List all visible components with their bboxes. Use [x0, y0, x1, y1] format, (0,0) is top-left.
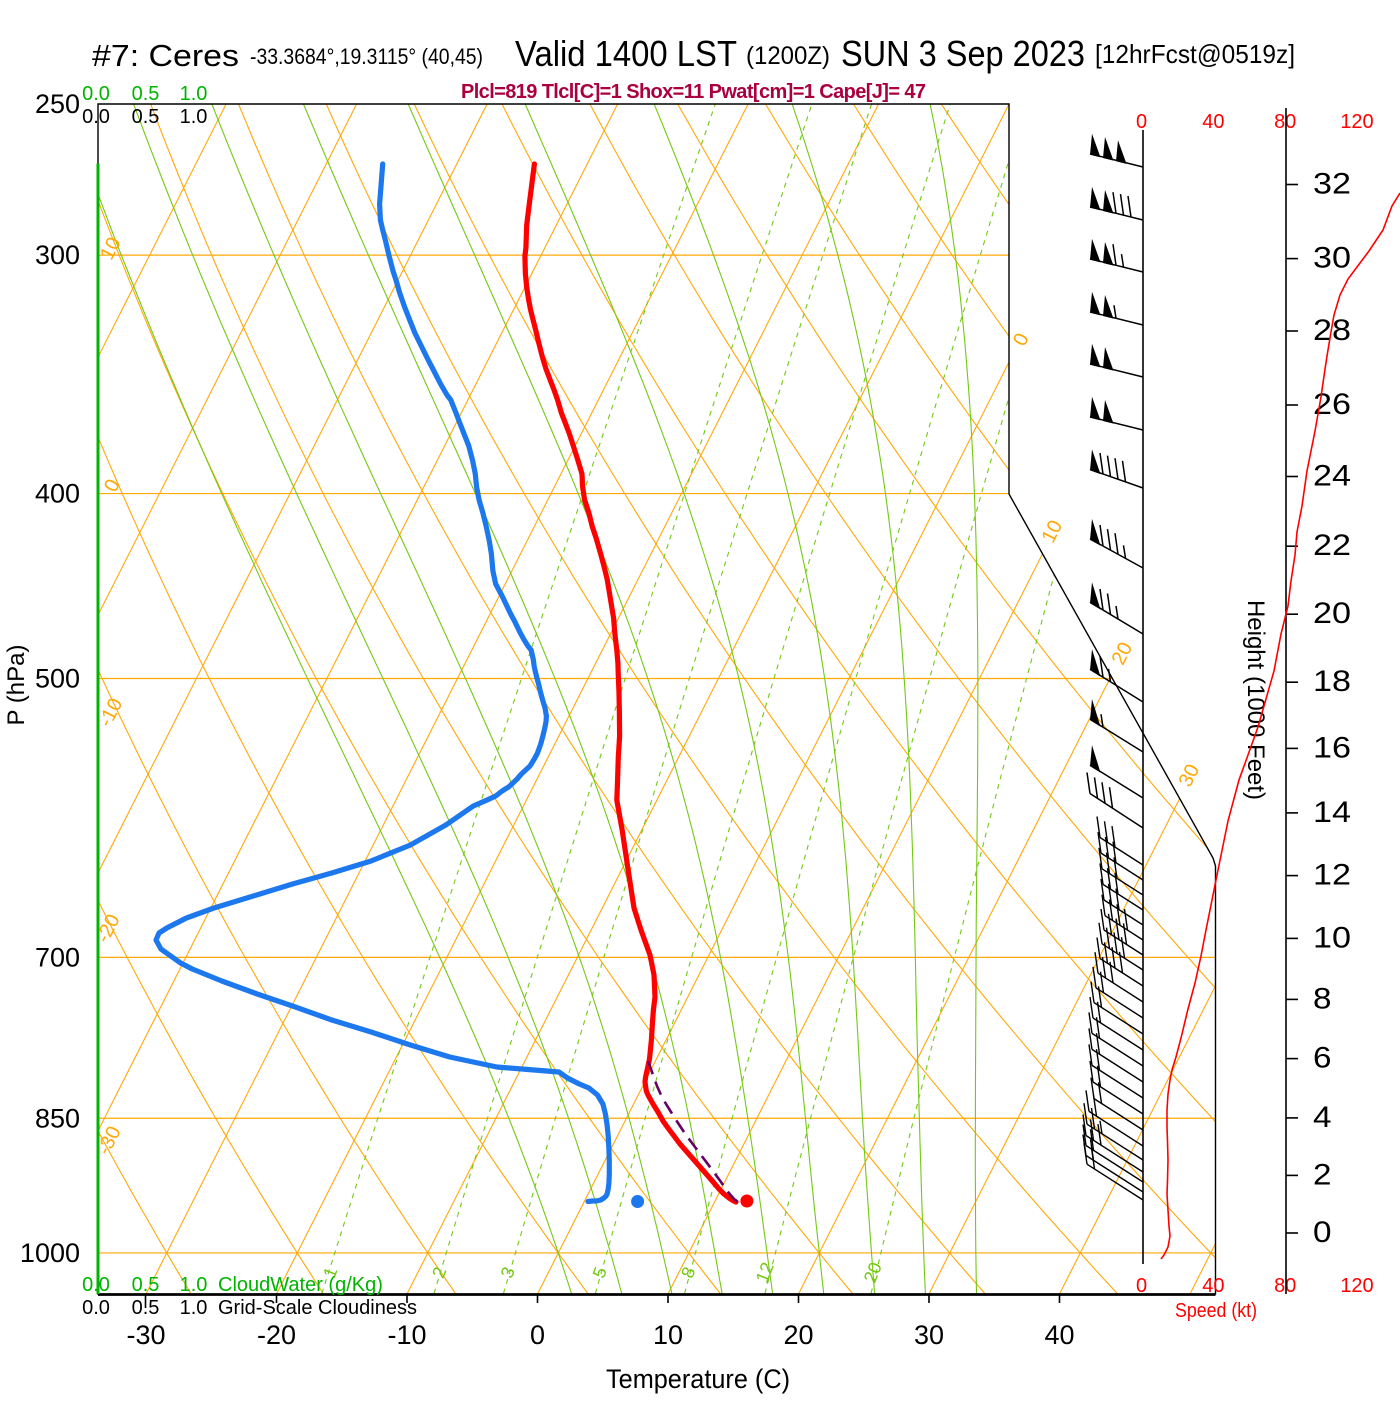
svg-text:0: 0 — [1136, 111, 1147, 133]
svg-text:20: 20 — [1313, 597, 1351, 630]
svg-text:2: 2 — [428, 1264, 450, 1281]
svg-text:Temperature (C): Temperature (C) — [606, 1364, 790, 1394]
svg-text:8: 8 — [1313, 982, 1332, 1015]
svg-text:850: 850 — [35, 1103, 80, 1133]
svg-text:20: 20 — [860, 1259, 886, 1285]
svg-text:40: 40 — [1202, 111, 1224, 133]
svg-text:26: 26 — [1313, 388, 1351, 421]
svg-text:40: 40 — [1044, 1320, 1074, 1350]
svg-text:Speed (kt): Speed (kt) — [1175, 1300, 1257, 1322]
svg-text:0: 0 — [1136, 1275, 1147, 1297]
svg-text:250: 250 — [35, 89, 80, 119]
svg-text:(1200Z): (1200Z) — [746, 42, 830, 70]
svg-text:-10: -10 — [387, 1320, 426, 1350]
svg-text:0.5: 0.5 — [132, 1297, 160, 1319]
svg-text:SUN 3 Sep 2023: SUN 3 Sep 2023 — [841, 33, 1085, 74]
svg-text:32: 32 — [1313, 167, 1351, 200]
svg-text:0: 0 — [1313, 1216, 1332, 1249]
svg-text:0.5: 0.5 — [132, 1274, 160, 1296]
svg-text:1.0: 1.0 — [180, 1297, 208, 1319]
svg-text:0.0: 0.0 — [82, 83, 110, 105]
svg-text:120: 120 — [1340, 1275, 1373, 1297]
svg-text:0: 0 — [1009, 330, 1034, 350]
svg-text:0.0: 0.0 — [82, 106, 110, 128]
svg-text:12: 12 — [1313, 859, 1351, 892]
svg-text:400: 400 — [35, 479, 80, 509]
svg-text:P (hPa): P (hPa) — [3, 645, 30, 726]
svg-text:0.0: 0.0 — [82, 1274, 110, 1296]
svg-text:Grid-Scale Cloudiness: Grid-Scale Cloudiness — [218, 1297, 417, 1319]
svg-text:40: 40 — [1202, 1275, 1224, 1297]
svg-text:-30: -30 — [126, 1320, 165, 1350]
svg-text:12: 12 — [752, 1259, 778, 1285]
svg-text:10: 10 — [1313, 921, 1351, 954]
svg-text:6: 6 — [1313, 1042, 1332, 1075]
svg-text:300: 300 — [35, 240, 80, 270]
svg-text:Plcl=819 Tlcl[C]=1 Shox=11 Pwa: Plcl=819 Tlcl[C]=1 Shox=11 Pwat[cm]=1 Ca… — [461, 81, 926, 103]
svg-text:1.0: 1.0 — [180, 1274, 208, 1296]
svg-text:20: 20 — [783, 1320, 813, 1350]
svg-text:1000: 1000 — [20, 1238, 80, 1268]
svg-text:1.0: 1.0 — [180, 106, 208, 128]
svg-text:20: 20 — [1108, 639, 1138, 669]
svg-text:16: 16 — [1313, 731, 1351, 764]
svg-text:[12hrFcst@0519z]: [12hrFcst@0519z] — [1095, 39, 1295, 69]
svg-text:5: 5 — [589, 1264, 611, 1281]
svg-text:700: 700 — [35, 942, 80, 972]
svg-text:0.5: 0.5 — [132, 106, 160, 128]
svg-text:4: 4 — [1313, 1101, 1332, 1134]
svg-text:14: 14 — [1313, 796, 1351, 829]
svg-text:#7: Ceres: #7: Ceres — [92, 38, 239, 73]
svg-text:3: 3 — [497, 1264, 519, 1281]
svg-text:CloudWater (g/Kg): CloudWater (g/Kg) — [218, 1274, 383, 1296]
svg-text:0: 0 — [530, 1320, 545, 1350]
svg-text:22: 22 — [1313, 529, 1351, 562]
svg-text:2: 2 — [1313, 1158, 1332, 1191]
svg-text:24: 24 — [1313, 459, 1351, 492]
svg-text:0.0: 0.0 — [82, 1297, 110, 1319]
svg-text:8: 8 — [677, 1264, 699, 1281]
svg-text:0.5: 0.5 — [132, 83, 160, 105]
svg-text:1.0: 1.0 — [180, 83, 208, 105]
svg-text:120: 120 — [1340, 111, 1373, 133]
svg-text:0: 0 — [100, 476, 125, 496]
svg-text:30: 30 — [1175, 761, 1205, 791]
svg-text:18: 18 — [1313, 665, 1351, 698]
svg-text:10: 10 — [653, 1320, 683, 1350]
svg-text:-33.3684°,19.3115° (40,45): -33.3684°,19.3115° (40,45) — [250, 44, 483, 69]
svg-text:Valid 1400 LST: Valid 1400 LST — [515, 33, 737, 74]
svg-text:-20: -20 — [257, 1320, 296, 1350]
svg-text:30: 30 — [914, 1320, 944, 1350]
svg-text:30: 30 — [1313, 242, 1351, 275]
svg-text:500: 500 — [35, 664, 80, 694]
svg-text:10: 10 — [1038, 517, 1068, 547]
svg-text:-10: -10 — [95, 695, 128, 731]
